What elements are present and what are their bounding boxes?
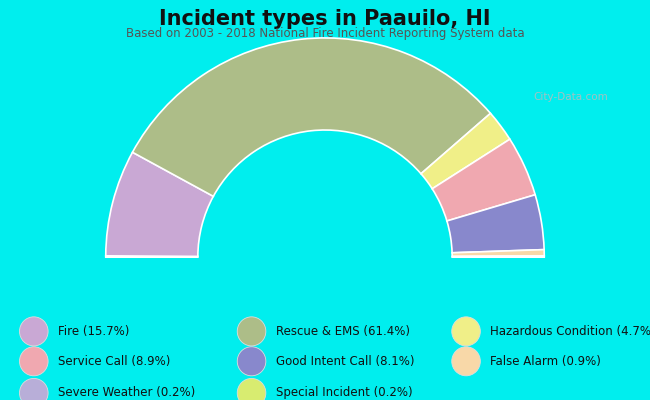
Wedge shape	[432, 139, 535, 221]
Ellipse shape	[20, 378, 48, 400]
Text: Fire (15.7%): Fire (15.7%)	[58, 325, 129, 338]
Text: Good Intent Call (8.1%): Good Intent Call (8.1%)	[276, 355, 414, 368]
Ellipse shape	[237, 347, 266, 376]
Text: Special Incident (0.2%): Special Incident (0.2%)	[276, 386, 412, 400]
Text: Severe Weather (0.2%): Severe Weather (0.2%)	[58, 386, 195, 400]
Text: Incident types in Paauilo, HI: Incident types in Paauilo, HI	[159, 9, 491, 29]
Text: Rescue & EMS (61.4%): Rescue & EMS (61.4%)	[276, 325, 410, 338]
Wedge shape	[421, 113, 510, 189]
Ellipse shape	[237, 317, 266, 346]
Text: False Alarm (0.9%): False Alarm (0.9%)	[490, 355, 601, 368]
Wedge shape	[452, 250, 544, 256]
Ellipse shape	[20, 347, 48, 376]
Ellipse shape	[20, 317, 48, 346]
Wedge shape	[133, 38, 491, 196]
Text: Hazardous Condition (4.7%): Hazardous Condition (4.7%)	[490, 325, 650, 338]
Ellipse shape	[452, 317, 480, 346]
Ellipse shape	[237, 378, 266, 400]
Text: Service Call (8.9%): Service Call (8.9%)	[58, 355, 170, 368]
Text: City-Data.com: City-Data.com	[533, 92, 608, 102]
Wedge shape	[452, 256, 544, 257]
Text: Based on 2003 - 2018 National Fire Incident Reporting System data: Based on 2003 - 2018 National Fire Incid…	[125, 27, 525, 40]
Ellipse shape	[452, 347, 480, 376]
Wedge shape	[106, 152, 213, 256]
Wedge shape	[447, 195, 544, 253]
Wedge shape	[106, 256, 198, 257]
